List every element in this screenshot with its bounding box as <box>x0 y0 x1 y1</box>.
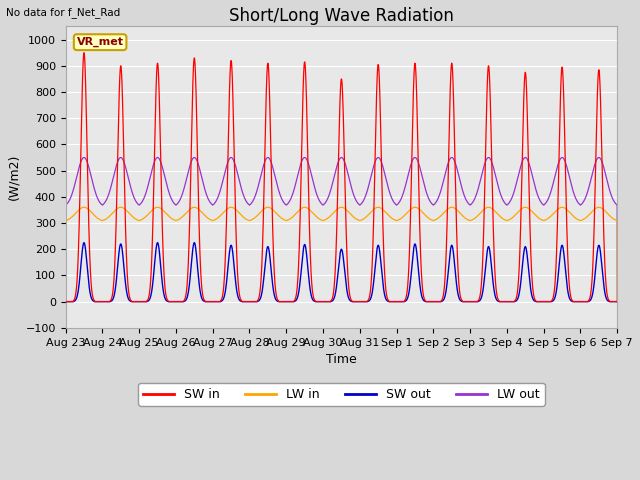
X-axis label: Time: Time <box>326 353 356 366</box>
Text: No data for f_Net_Rad: No data for f_Net_Rad <box>6 7 121 18</box>
Legend: SW in, LW in, SW out, LW out: SW in, LW in, SW out, LW out <box>138 383 545 406</box>
Title: Short/Long Wave Radiation: Short/Long Wave Radiation <box>229 7 454 25</box>
Y-axis label: (W/m2): (W/m2) <box>7 154 20 200</box>
Text: VR_met: VR_met <box>77 37 124 48</box>
